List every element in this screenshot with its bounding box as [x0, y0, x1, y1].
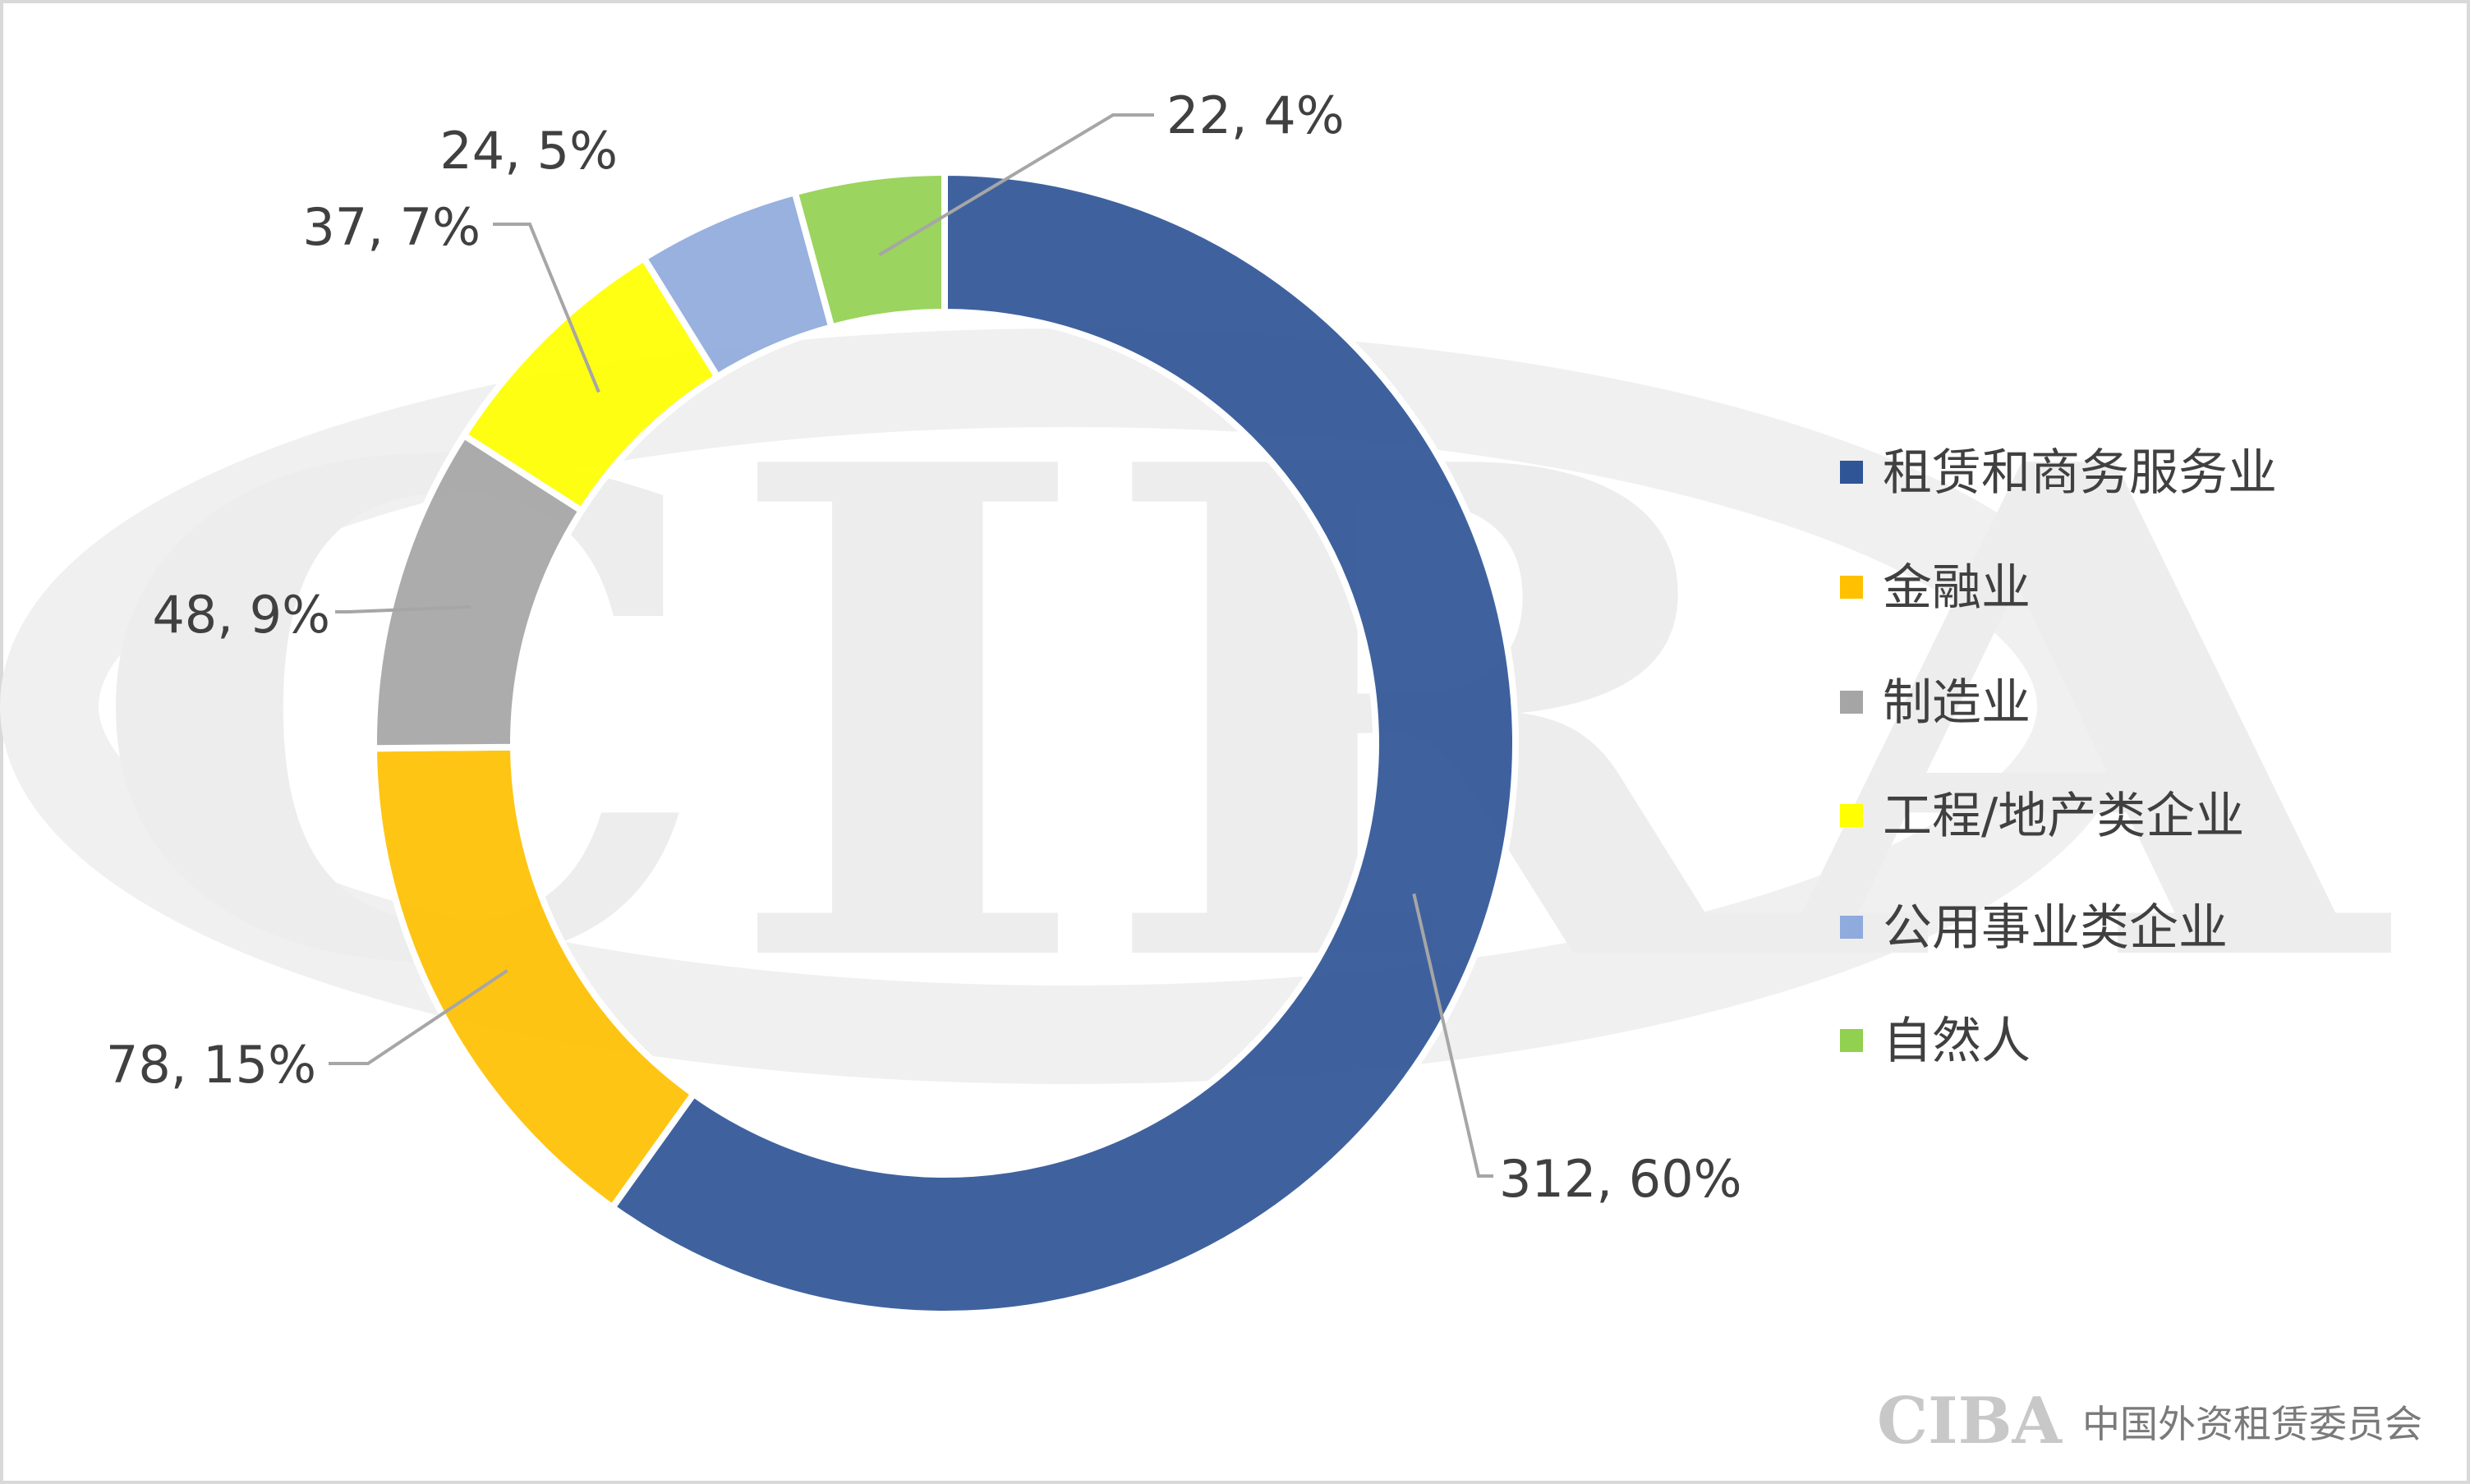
- donut-slice: [790, 168, 948, 332]
- data-label: 37, 7%: [302, 197, 481, 257]
- legend-label: 工程/地产类企业: [1883, 788, 2244, 845]
- data-label: 24, 5%: [439, 121, 618, 181]
- leader-line: [1412, 893, 1493, 1178]
- legend-label: 金融业: [1883, 559, 2031, 617]
- legend-marker: [1840, 461, 1863, 484]
- leader-line: [335, 604, 471, 613]
- legend-item: 工程/地产类企业: [1840, 788, 2244, 845]
- footer-org-name: 中国外资租赁委员会: [2082, 1402, 2422, 1446]
- donut-slices: [370, 168, 1519, 1317]
- leader-line: [493, 223, 600, 393]
- legend-item: 公用事业类企业: [1840, 899, 2228, 957]
- legend-label: 公用事业类企业: [1883, 899, 2228, 957]
- legend: 租赁和商务服务业 金融业 制造业 工程/地产类企业 公用事业类企业 自然人: [1840, 444, 2277, 1070]
- footer-brand: CIBA 中国外资租赁委员会: [1877, 1384, 2422, 1459]
- data-labels: 312, 60% 78, 15% 48, 9% 37, 7% 24, 5% 22, 4%: [106, 85, 1742, 1209]
- legend-item: 自然人: [1840, 1013, 2031, 1070]
- data-label: 22, 4%: [1166, 85, 1345, 145]
- data-label: 312, 60%: [1499, 1149, 1742, 1209]
- legend-item: 租赁和商务服务业: [1840, 444, 2277, 502]
- data-label: 48, 9%: [152, 585, 330, 645]
- legend-item: 金融业: [1840, 559, 2031, 617]
- legend-marker: [1840, 691, 1863, 714]
- legend-label: 制造业: [1883, 674, 2031, 732]
- legend-marker: [1840, 576, 1863, 599]
- legend-item: 制造业: [1840, 674, 2031, 732]
- legend-marker: [1840, 1029, 1863, 1052]
- footer-logo: CIBA: [1877, 1384, 2063, 1459]
- donut-slice: [607, 168, 1519, 1317]
- data-label: 78, 15%: [106, 1035, 316, 1095]
- leader-lines: [329, 113, 1493, 1178]
- leader-line: [878, 113, 1154, 256]
- legend-marker: [1840, 916, 1863, 939]
- legend-label: 租赁和商务服务业: [1883, 444, 2277, 502]
- leader-line: [329, 969, 508, 1065]
- legend-marker: [1840, 804, 1863, 827]
- legend-label: 自然人: [1883, 1013, 2031, 1070]
